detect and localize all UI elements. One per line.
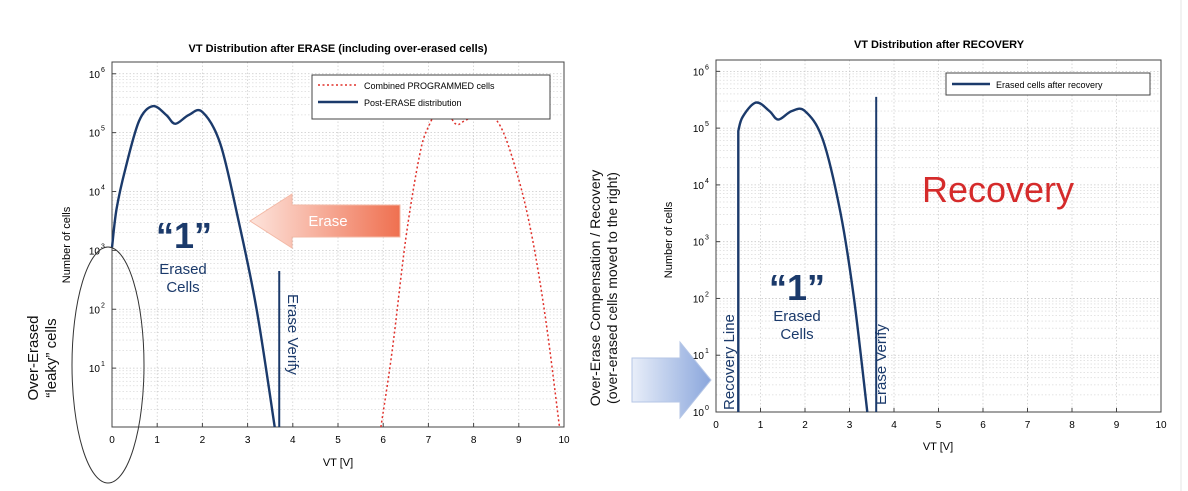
x-tick-label: 9 [516, 435, 522, 446]
chart-right-series-recovery [737, 101, 869, 413]
chart-left-state-sub-2: Cells [166, 279, 199, 296]
x-tick-label: 7 [426, 435, 432, 446]
chart-right-state-sub-1: Erased [773, 308, 821, 325]
chart-left-state-sub-1: Erased [159, 261, 207, 278]
y-tick-label: 10 [89, 246, 101, 257]
x-tick-label: 0 [713, 420, 719, 431]
chart-right-title: VT Distribution after RECOVERY [854, 39, 1025, 51]
over-erased-label-1: Over-Erased [25, 315, 42, 400]
y-tick-label: 10 [693, 238, 705, 249]
chart-left-series-programmed [380, 105, 561, 428]
erase-arrow-shape [249, 193, 401, 249]
chart-right-x-ticks: 0 1 2 3 4 5 6 7 8 9 10 [713, 408, 1167, 431]
chart-left-state-label: “1” [156, 215, 212, 256]
chart-left: VT Distribution after ERASE (including o… [25, 43, 570, 484]
x-tick-label: 8 [1069, 420, 1075, 431]
y-tick-label: 10 [693, 124, 705, 135]
x-tick-label: 6 [980, 420, 986, 431]
y-tick-exponent: 4 [705, 178, 709, 185]
erase-arrow: Erase [249, 193, 401, 249]
y-tick-exponent: 0 [705, 405, 709, 412]
x-tick-label: 2 [200, 435, 206, 446]
transition-arrow [631, 340, 712, 420]
x-tick-label: 1 [154, 435, 160, 446]
y-tick-exponent: 6 [705, 64, 709, 71]
y-tick-exponent: 3 [101, 243, 105, 250]
chart-right-ylabel: Number of cells [663, 201, 675, 278]
chart-right-grid [715, 60, 1162, 413]
chart-left-x-ticks: 0 1 2 3 4 5 6 7 8 9 10 [109, 423, 570, 446]
x-tick-label: 9 [1114, 420, 1120, 431]
y-tick-label: 10 [693, 67, 705, 78]
x-tick-label: 0 [109, 435, 115, 446]
y-tick-exponent: 1 [101, 361, 105, 368]
x-tick-label: 5 [335, 435, 341, 446]
y-tick-label: 10 [693, 294, 705, 305]
chart-right-xlabel: VT [V] [923, 441, 953, 453]
y-tick-exponent: 2 [705, 291, 709, 298]
x-tick-label: 3 [847, 420, 853, 431]
chart-left-ylabel: Number of cells [61, 206, 73, 283]
y-tick-label: 10 [89, 364, 101, 375]
erase-arrow-label: Erase [308, 213, 347, 230]
x-tick-label: 7 [1025, 420, 1031, 431]
y-tick-label: 10 [89, 70, 101, 81]
side-caption-2: (over-erased cells moved to the right) [604, 172, 620, 404]
x-tick-label: 3 [245, 435, 251, 446]
y-tick-exponent: 4 [101, 185, 105, 192]
chart-right-state-sub-2: Cells [780, 326, 813, 343]
x-tick-label: 10 [1155, 420, 1167, 431]
chart-left-title: VT Distribution after ERASE (including o… [189, 43, 488, 55]
recovery-big-label: Recovery [922, 169, 1074, 210]
legend-label-recovery: Erased cells after recovery [996, 80, 1103, 90]
over-erased-label-2: “leaky” cells [43, 318, 60, 397]
chart-right-state-label: “1” [769, 267, 825, 308]
y-tick-exponent: 5 [705, 121, 709, 128]
x-tick-label: 10 [558, 435, 570, 446]
y-tick-label: 10 [89, 305, 101, 316]
legend-label-post-erase: Post-ERASE distribution [364, 98, 462, 108]
y-tick-label: 10 [693, 351, 705, 362]
y-tick-label: 10 [89, 129, 101, 140]
side-caption-1: Over-Erase Compensation / Recovery [587, 170, 603, 407]
legend-label-programmed: Combined PROGRAMMED cells [364, 81, 495, 91]
x-tick-label: 4 [891, 420, 897, 431]
y-tick-label: 10 [693, 181, 705, 192]
x-tick-label: 6 [380, 435, 386, 446]
chart-right-erase-verify-label: Erase Verify [873, 324, 890, 405]
x-tick-label: 4 [290, 435, 296, 446]
transition: Over-Erase Compensation / Recovery (over… [587, 170, 712, 420]
chart-left-xlabel: VT [V] [323, 457, 353, 469]
y-tick-label: 10 [693, 408, 705, 419]
x-tick-label: 2 [802, 420, 808, 431]
y-tick-exponent: 1 [705, 348, 709, 355]
chart-left-erase-verify-label: Erase Verify [284, 294, 301, 375]
chart-right-recovery-line-label: Recovery Line [721, 314, 738, 410]
chart-left-legend: Combined PROGRAMMED cells Post-ERASE dis… [311, 74, 551, 120]
chart-left-grid [111, 62, 565, 428]
y-tick-exponent: 3 [705, 235, 709, 242]
chart-right-legend: Erased cells after recovery [945, 72, 1151, 96]
y-tick-exponent: 2 [101, 302, 105, 309]
x-tick-label: 5 [936, 420, 942, 431]
x-tick-label: 8 [471, 435, 477, 446]
y-tick-exponent: 5 [101, 126, 105, 133]
x-tick-label: 1 [758, 420, 764, 431]
y-tick-label: 10 [89, 188, 101, 199]
over-erased-ellipse [71, 246, 145, 484]
y-tick-exponent: 6 [101, 67, 105, 74]
chart-left-series-post-erase [110, 104, 276, 428]
